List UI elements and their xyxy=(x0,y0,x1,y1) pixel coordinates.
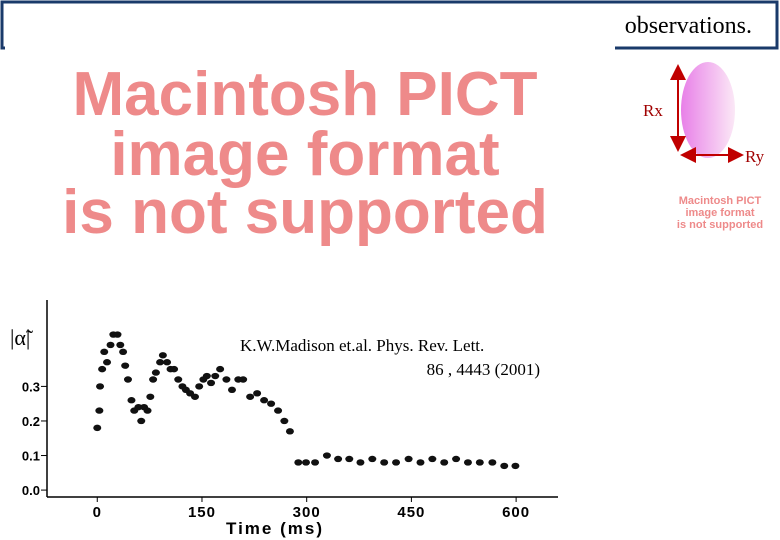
placeholder-line: Macintosh PICT xyxy=(72,60,537,129)
y-tick-label: 0.1 xyxy=(22,449,40,464)
point xyxy=(500,462,509,470)
point xyxy=(416,459,425,466)
point xyxy=(95,407,104,414)
point xyxy=(322,452,331,459)
point xyxy=(392,459,401,466)
point xyxy=(156,359,165,366)
point xyxy=(207,379,216,387)
x-tick-label: 600 xyxy=(502,504,530,521)
image-placeholder xyxy=(5,38,615,242)
point xyxy=(158,352,167,359)
point xyxy=(404,455,413,463)
point xyxy=(285,428,294,435)
point xyxy=(280,417,289,425)
point xyxy=(202,372,211,380)
point xyxy=(163,359,172,366)
small-placeholder-line: Macintosh PICT xyxy=(679,195,762,207)
plot-area xyxy=(8,300,558,499)
point xyxy=(123,376,132,383)
point xyxy=(116,341,125,349)
point xyxy=(511,462,520,470)
point xyxy=(260,397,269,404)
citation: 86 , 4443 (2001) xyxy=(427,360,540,379)
y-tick-label: 0.2 xyxy=(22,414,40,429)
point xyxy=(151,369,160,376)
point xyxy=(301,459,310,466)
point xyxy=(294,459,303,466)
x-tick-label: 300 xyxy=(293,504,321,521)
point xyxy=(174,376,183,383)
point xyxy=(119,348,128,356)
point xyxy=(100,348,109,356)
point xyxy=(103,359,112,366)
point xyxy=(368,455,377,463)
point xyxy=(113,331,122,338)
point xyxy=(127,397,136,404)
rx-label: Rx xyxy=(643,101,663,120)
point xyxy=(253,390,262,397)
point xyxy=(121,362,130,369)
point xyxy=(137,417,146,425)
small-placeholder-line: is not supported xyxy=(677,219,763,231)
point xyxy=(227,386,236,394)
point xyxy=(93,424,102,432)
banner-text: observations. xyxy=(625,13,752,39)
point xyxy=(190,393,199,400)
point xyxy=(345,455,354,463)
point xyxy=(98,365,107,373)
x-axis-label: Time (ms) xyxy=(226,519,324,538)
citation: K.W.Madison et.al. Phys. Rev. Lett. xyxy=(240,336,484,355)
point xyxy=(488,459,497,466)
point xyxy=(149,376,158,383)
point xyxy=(452,455,461,463)
ellipse xyxy=(681,62,735,158)
point xyxy=(211,372,220,380)
y-tick-label: 0.3 xyxy=(22,379,40,394)
y-axis-label: |α̃| xyxy=(10,325,34,350)
point xyxy=(440,459,449,466)
placeholder-line: image format xyxy=(110,120,499,189)
point xyxy=(222,376,231,383)
point xyxy=(239,376,248,383)
y-tick-label: 0.0 xyxy=(22,483,40,498)
point xyxy=(267,400,276,407)
point xyxy=(195,383,204,390)
point xyxy=(311,459,320,466)
small-placeholder-line: image format xyxy=(685,207,754,219)
point xyxy=(96,383,105,390)
point xyxy=(216,365,225,373)
x-tick-label: 450 xyxy=(397,504,425,521)
point xyxy=(106,341,115,349)
placeholder-line: is not supported xyxy=(62,178,548,247)
x-tick-label: 0 xyxy=(93,504,102,521)
x-tick-label: 150 xyxy=(188,504,216,521)
point xyxy=(334,455,343,463)
point xyxy=(428,455,437,463)
point xyxy=(146,393,155,400)
point xyxy=(246,393,255,400)
point xyxy=(463,459,472,466)
point xyxy=(380,459,389,466)
ry-label: Ry xyxy=(745,147,765,166)
point xyxy=(356,459,365,466)
point xyxy=(170,365,179,373)
point xyxy=(475,459,484,466)
point xyxy=(274,407,283,414)
point xyxy=(143,407,152,414)
point xyxy=(134,403,143,411)
